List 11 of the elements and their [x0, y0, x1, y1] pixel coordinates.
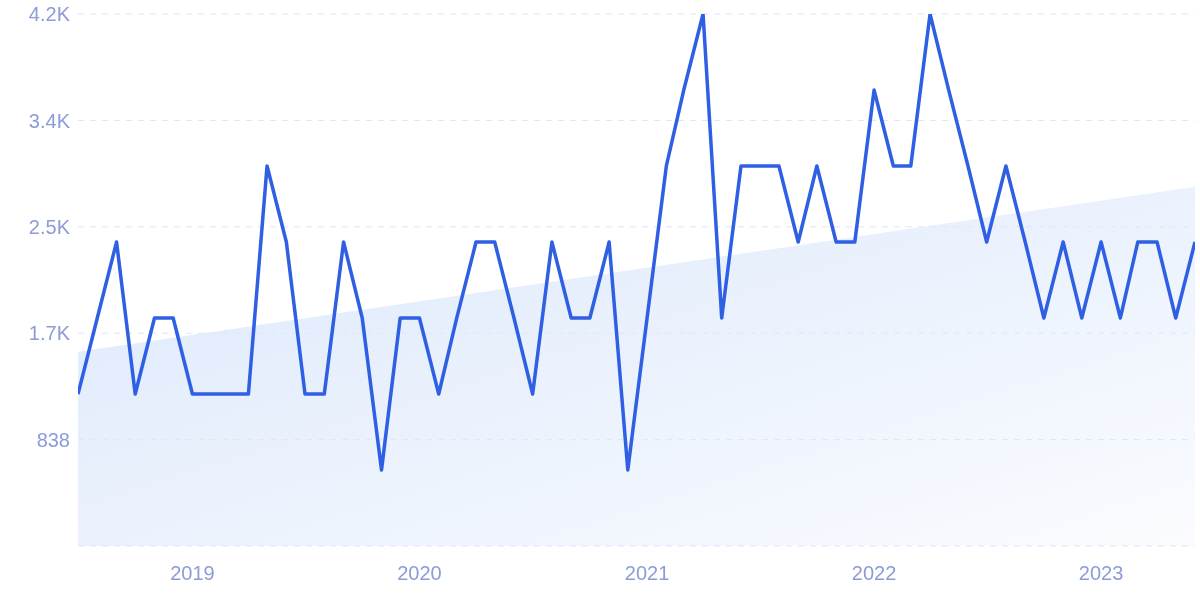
- y-tick-label: 4.2K: [28, 3, 71, 26]
- line-series: [78, 14, 1195, 472]
- x-tick-label: 2022: [851, 562, 897, 585]
- y-tick-label: 838: [36, 428, 70, 451]
- x-tick-label: 2020: [397, 562, 442, 585]
- y-tick-label: 1.7K: [28, 322, 71, 345]
- x-tick-label: 2019: [170, 562, 215, 585]
- y-tick-label: 2.5K: [28, 215, 71, 238]
- y-tick-label: 3.4K: [28, 109, 71, 132]
- x-tick-label: 2021: [624, 562, 670, 585]
- x-tick-label: 2023: [1078, 562, 1124, 585]
